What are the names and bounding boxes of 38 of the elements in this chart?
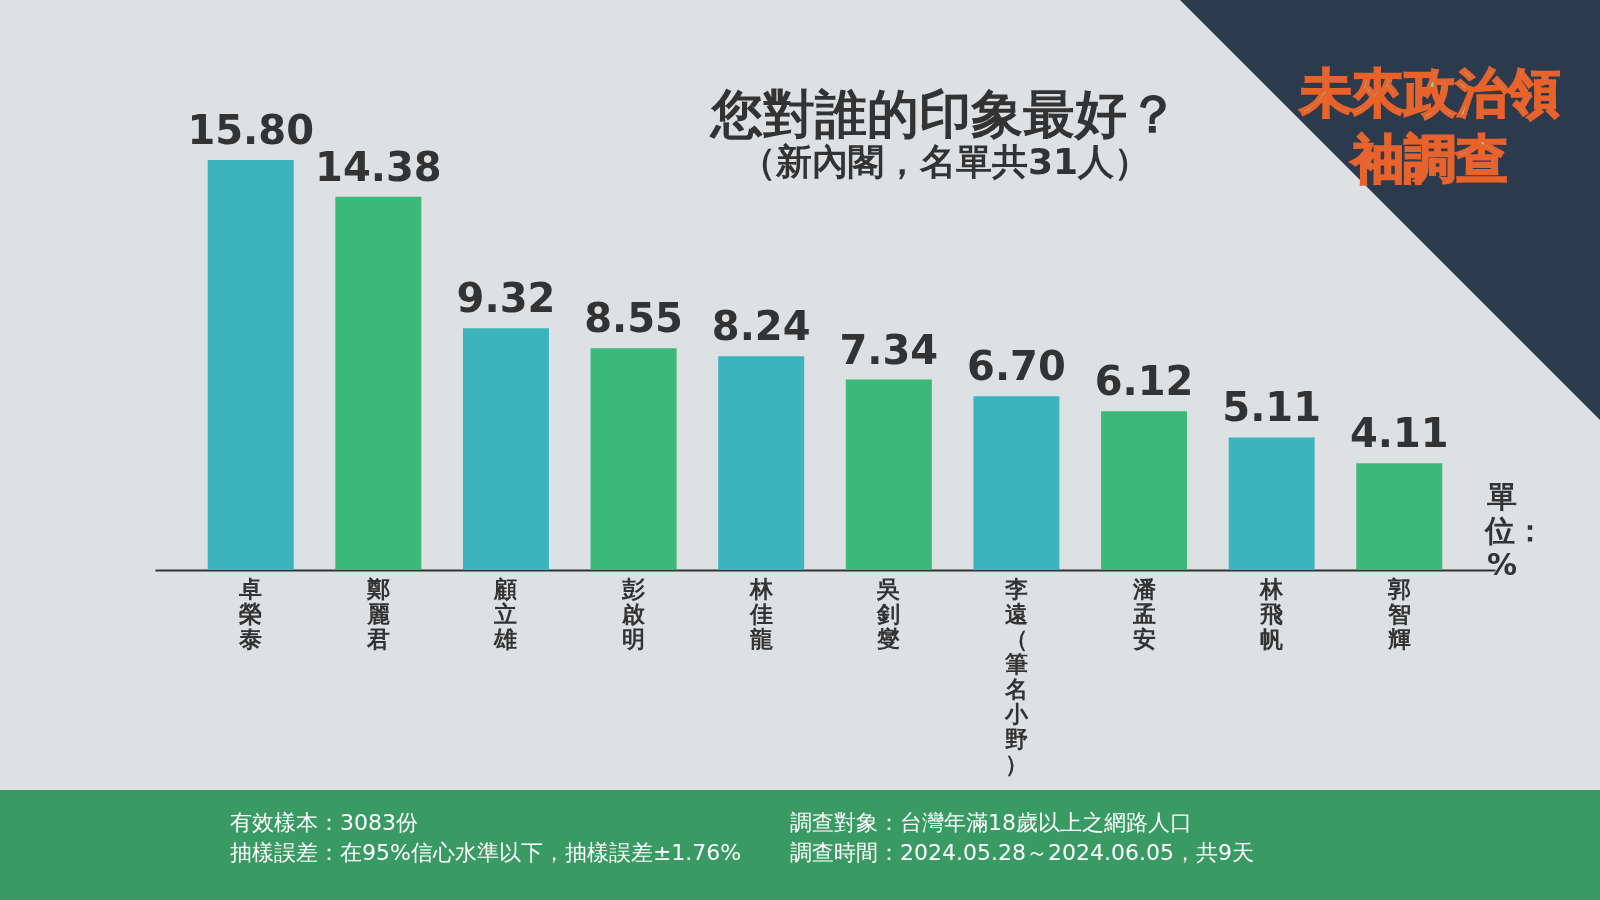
bar bbox=[1101, 411, 1188, 570]
bar bbox=[1228, 437, 1315, 570]
text: 調查時間：2024.05.28～2024.06.05，共9天 bbox=[790, 839, 1254, 867]
x-tick-label: 卓榮泰 bbox=[238, 575, 263, 652]
data-label: 8.24 bbox=[711, 303, 811, 350]
x-tick-label: 林佳龍 bbox=[748, 575, 774, 652]
bar bbox=[590, 348, 677, 570]
bar bbox=[718, 356, 805, 570]
x-tick-label: 潘孟安 bbox=[1131, 575, 1156, 652]
x-tick-label: 林飛帆 bbox=[1259, 575, 1285, 652]
bar bbox=[845, 379, 932, 570]
text: 有效樣本：3083份 bbox=[230, 809, 418, 837]
data-label: 7.34 bbox=[839, 326, 939, 373]
annotation: 單位：% bbox=[1485, 479, 1545, 582]
bar bbox=[462, 328, 549, 570]
data-label: 14.38 bbox=[315, 143, 442, 190]
bar bbox=[973, 396, 1060, 570]
data-label: 5.11 bbox=[1222, 384, 1322, 431]
x-tick-label: 鄭麗君 bbox=[365, 575, 390, 652]
data-label: 15.80 bbox=[187, 107, 314, 153]
x-tick-label: 吳釗燮 bbox=[876, 575, 901, 652]
data-label: 6.12 bbox=[1094, 358, 1194, 405]
data-label: 8.55 bbox=[584, 295, 683, 342]
x-tick-label: 顧立雄 bbox=[493, 575, 518, 652]
bar bbox=[207, 160, 294, 570]
text: 調查對象：台灣年滿18歲以上之網路人口 bbox=[790, 809, 1192, 837]
bar bbox=[335, 196, 422, 570]
x-tick-label: 彭啟明 bbox=[621, 575, 647, 652]
chart-title: 您對誰的印象最好？ bbox=[709, 84, 1179, 144]
x-tick-label: 郭智輝 bbox=[1386, 575, 1411, 652]
x-tick-label: 李遠（筆名小野） bbox=[1003, 575, 1029, 777]
bar bbox=[1356, 463, 1443, 570]
text: 抽樣誤差：在95%信心水準以下，抽樣誤差±1.76% bbox=[230, 839, 742, 867]
annotation: 未來政治領袖調查 bbox=[1300, 62, 1560, 191]
data-label: 9.32 bbox=[456, 275, 556, 322]
data-label: 4.11 bbox=[1349, 410, 1449, 457]
chart-subtitle: （新內閣，名單共31人） bbox=[739, 141, 1151, 182]
data-label: 6.70 bbox=[967, 343, 1066, 390]
